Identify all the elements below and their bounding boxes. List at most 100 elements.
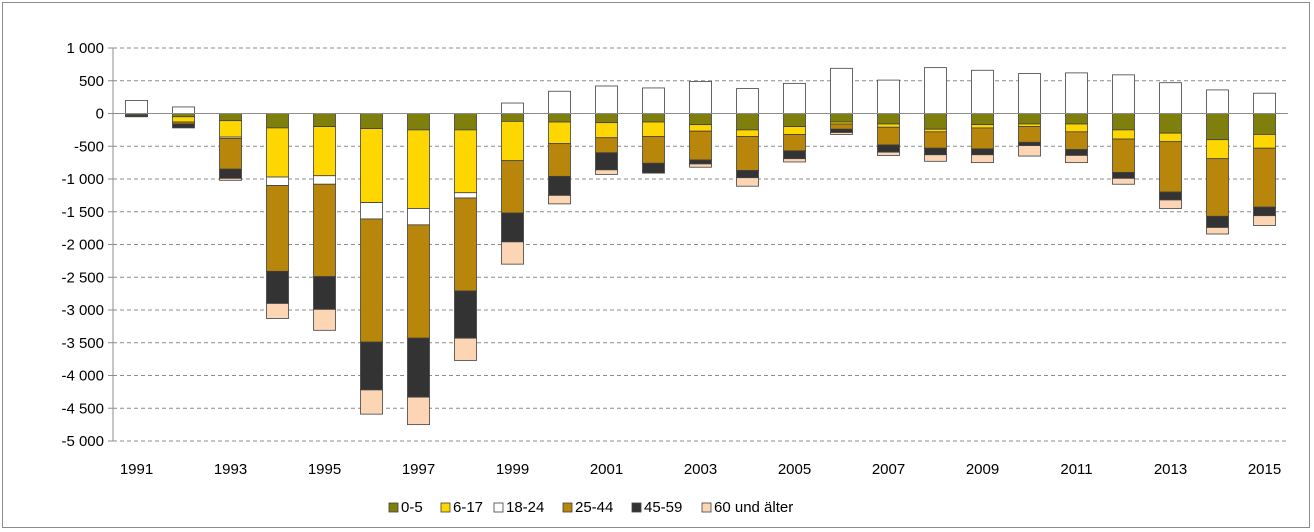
legend-label: 6-17 [453,499,483,516]
bar-segment [172,116,195,123]
bar-segment [454,192,477,199]
bar-segment [877,113,900,125]
bar-segment [595,113,618,124]
bar-segment [595,85,618,114]
bar-segment [360,128,383,203]
bar-segment [125,100,148,114]
bar-segment [736,170,759,179]
bar-segment [830,128,853,133]
bar-segment [266,127,289,178]
bar-segment [172,123,195,129]
bar-segment [924,131,947,149]
bar-segment [1159,113,1182,134]
bar-segment [454,129,477,194]
bar-segment [1206,215,1229,228]
bar-segment [971,148,994,156]
bar-segment [1018,141,1041,147]
y-tick-labels: 1 000 500 0 -500 -1 000 -1 500 -2 000 -2 500 -3 … [61,40,104,450]
bar-segment [1253,206,1276,217]
x-tick-label: 2007 [872,461,905,478]
bar-segment [877,126,900,146]
bar-segment [1206,227,1229,235]
bars [125,67,1276,426]
y-tick-label: -2 000 [61,237,104,254]
bar-segment [642,162,665,174]
bar-segment [1112,129,1135,140]
bar-segment [548,175,571,196]
bar-segment [877,123,900,128]
bar-segment [1206,113,1229,141]
bar-segment [548,113,571,123]
bar-segment [360,389,383,415]
bar-segment [219,137,242,170]
bar-segment [1159,199,1182,209]
bar-segment [407,396,430,426]
legend-label: 18-24 [506,499,544,516]
bar-segment [1159,191,1182,201]
y-tick-label: -4 500 [61,400,104,417]
bar-segment [1112,113,1135,131]
bar-segment [1159,82,1182,114]
bar-segment [642,136,665,164]
axes [108,47,1288,442]
bar-segment [1065,131,1088,150]
bar-segment [924,113,947,130]
x-tick-label: 2003 [684,461,717,478]
bar-segment [266,270,289,304]
bar-segment [783,82,806,114]
bar-segment [971,113,994,126]
bar-segment [1112,172,1135,179]
bar-segment [501,212,524,243]
bar-segment [454,197,477,292]
bar-segment [360,202,383,220]
bar-segment [689,124,712,132]
bar-segment [1253,113,1276,135]
x-tick-label: 1995 [308,461,341,478]
bar-segment [971,127,994,150]
legend-label: 60 und älter [714,499,793,516]
legend-swatch [388,502,399,513]
bar-segment [266,185,289,272]
bar-segment [1112,74,1135,114]
bar-segment [219,120,242,138]
x-tick-label: 1999 [496,461,529,478]
bar-segment [1065,113,1088,125]
bar-segment [642,113,665,123]
x-tick-label: 1997 [402,461,435,478]
x-tick-labels: 1991 1993 1995 1997 1999 2001 2003 2005 2007 2009… [120,461,1281,478]
bar-segment [971,69,994,114]
bar-segment [689,113,712,126]
bar-segment [219,168,242,179]
bar-segment [1065,155,1088,164]
bar-segment [360,218,383,343]
legend-label: 45-59 [644,499,682,516]
bar-segment [1206,158,1229,217]
bar-segment [689,130,712,161]
bar-segment [407,113,430,131]
y-tick-label: 1 000 [66,40,104,57]
x-tick-label: 1993 [214,461,247,478]
bar-segment [924,147,947,156]
x-tick-label: 2001 [590,461,623,478]
bar-segment [125,115,148,118]
bar-segment [1112,177,1135,185]
bar-segment [1065,149,1088,156]
bar-segment [548,194,571,205]
bar-segment [407,224,430,339]
bar-segment [877,79,900,114]
bar-segment [313,113,336,128]
bar-segment [595,152,618,171]
bar-segment [783,158,806,163]
x-tick-label: 2011 [1060,461,1092,478]
legend-swatch [701,502,712,513]
bar-segment [219,177,242,181]
bar-segment [1159,132,1182,143]
legend-swatch [440,502,451,513]
bar-segment [360,113,383,129]
bar-segment [783,134,806,152]
bar-segment [783,150,806,160]
bar-segment [219,113,242,122]
bar-segment [830,67,853,114]
bar-segment [1018,113,1041,125]
